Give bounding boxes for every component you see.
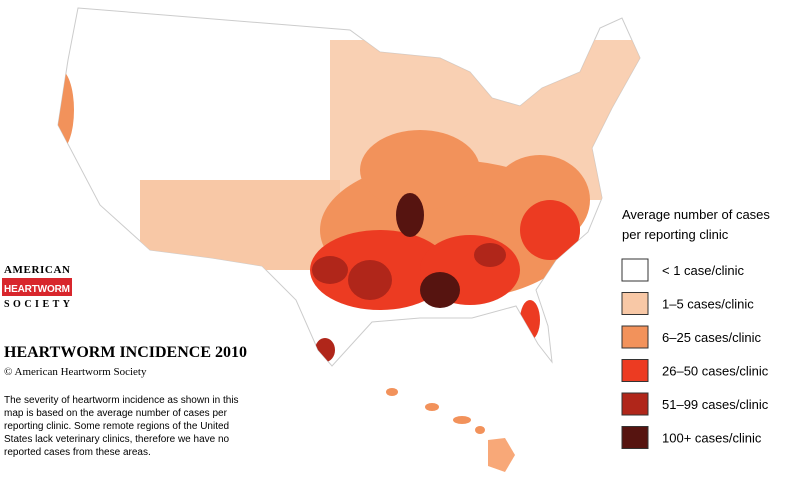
legend-swatch [621,392,649,416]
description: The severity of heartworm incidence as s… [4,395,239,458]
legend-label: 51–99 cases/clinic [662,397,769,412]
legend-label: < 1 case/clinic [662,263,745,278]
incidence-regions [58,40,640,362]
description-line: reported cases from these areas. [4,447,151,458]
copyright: © American Heartworm Society [4,366,147,378]
legend-label: 1–5 cases/clinic [662,297,754,312]
map [57,7,641,472]
logo-banner [2,278,72,296]
description-line: map is based on the average number of ca… [4,408,228,419]
legend-title: Average number of cases [622,207,770,222]
description-line: reporting clinic. Some remote regions of… [4,421,229,432]
legend-swatch [621,292,649,315]
description-line: States lack veterinary clinics, therefor… [4,434,230,445]
legend-label: 26–50 cases/clinic [662,364,769,379]
legend-label: 100+ cases/clinic [662,431,762,446]
description-line: The severity of heartworm incidence as s… [4,395,239,406]
logo-bottom: SOCIETY [4,299,71,310]
legend-swatch [621,325,649,349]
legend-swatch [621,258,649,282]
hawaii [386,388,515,472]
legend-title: per reporting clinic [622,227,729,242]
legend-swatch [621,359,649,382]
logo: AMERICAN HEARTWORM SOCIETY [2,264,72,310]
legend-swatch [621,426,649,449]
logo-middle: HEARTWORM [4,284,70,295]
legend: Average number of cases per reporting cli… [621,207,770,449]
logo-top: AMERICAN [4,264,70,276]
legend-label: 6–25 cases/clinic [662,330,761,345]
title: HEARTWORM INCIDENCE 2010 [4,344,247,361]
